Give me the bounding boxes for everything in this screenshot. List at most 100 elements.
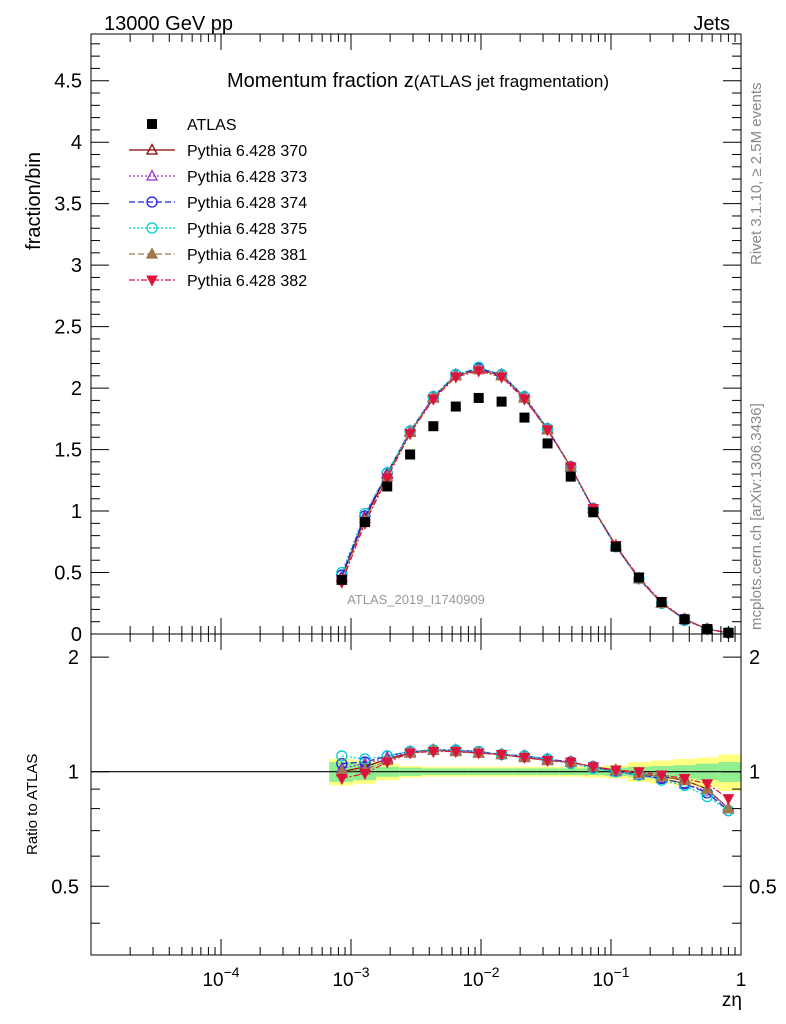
main-y-tick-label: 3 xyxy=(71,255,82,277)
ratio-series-marker xyxy=(722,794,735,806)
atlas-data-point xyxy=(336,574,347,585)
legend: ATLAS Pythia 6.428 370 Pythia 6.428 373 Pyt… xyxy=(129,117,307,290)
axes-frames: 10−4 10−3 10−2 10−1 1 0 0.5 1 1.5 2 2.5 3 3.5 4 4.5 0.5… xyxy=(51,33,777,991)
legend-marker xyxy=(145,169,159,181)
main-y-tick-label: 2 xyxy=(71,378,82,400)
atlas-data-point xyxy=(428,421,439,432)
ratio-series-marker xyxy=(541,756,554,768)
legend-label: Pythia 6.428 382 xyxy=(187,273,307,290)
legend-label: Pythia 6.428 381 xyxy=(187,247,307,264)
legend-label: Pythia 6.428 370 xyxy=(187,143,307,160)
main-y-tick-label: 0 xyxy=(71,624,82,646)
ratio-y-tick-label: 0.5 xyxy=(51,876,79,898)
main-series-marker xyxy=(449,372,462,384)
atlas-data-point xyxy=(359,517,370,528)
chart-title-sub: (ATLAS jet fragmentation) xyxy=(414,72,609,91)
atlas-data-point xyxy=(450,401,461,412)
main-series-marker xyxy=(541,425,554,437)
ratio-series-marker xyxy=(722,801,735,814)
atlas-data-point xyxy=(633,572,644,583)
ratio-series-marker xyxy=(381,757,394,769)
x-tick-label: 1 xyxy=(736,970,747,991)
ratio-series-marker xyxy=(359,768,371,780)
ratio-series-marker xyxy=(587,762,600,774)
ratio-y-tick-label-right: 2 xyxy=(749,647,760,669)
legend-label: Pythia 6.428 374 xyxy=(187,195,307,212)
legend-label: Pythia 6.428 375 xyxy=(187,221,307,238)
atlas-data-point xyxy=(679,614,690,625)
legend-marker xyxy=(145,143,159,155)
x-tick-label: 10−3 xyxy=(332,964,369,991)
source-label: mcplots.cern.ch [arXiv:1306.3436] xyxy=(748,403,765,630)
ratio-series-marker xyxy=(427,746,440,759)
atlas-data-point xyxy=(702,624,713,635)
ratio-y-tick-label: 1 xyxy=(68,762,79,784)
ratio-y-axis-title: Ratio to ATLAS xyxy=(24,754,41,855)
legend-label-atlas: ATLAS xyxy=(187,117,237,134)
ratio-series-marker xyxy=(336,750,348,762)
main-series-marker xyxy=(404,429,416,441)
ratio-series-marker xyxy=(518,752,531,765)
ratio-y-tick-label: 2 xyxy=(68,647,79,669)
ratio-series-marker xyxy=(701,779,714,791)
atlas-data-point xyxy=(656,597,667,608)
ratio-series-marker xyxy=(449,746,462,759)
atlas-data-point xyxy=(382,481,393,492)
main-series-marker xyxy=(495,372,508,384)
main-y-tick-label: 1.5 xyxy=(54,440,82,462)
main-y-tick-label: 2.5 xyxy=(54,317,82,339)
category-label: Jets xyxy=(693,13,730,35)
atlas-data-point xyxy=(565,471,576,482)
ratio-series-marker xyxy=(404,748,416,760)
main-y-tick-label: 3.5 xyxy=(54,194,82,216)
ratio-series-line xyxy=(341,750,729,800)
atlas-data-point xyxy=(496,396,507,407)
main-series-marker xyxy=(472,366,485,378)
energy-label: 13000 GeV pp xyxy=(104,13,233,35)
main-y-tick-label: 1 xyxy=(71,501,82,523)
ratio-series-marker xyxy=(633,767,645,779)
atlas-data-point xyxy=(610,541,621,552)
x-axis-title: zη xyxy=(722,990,742,1011)
main-y-axis-title: fraction/bin xyxy=(23,152,45,250)
atlas-data-point xyxy=(588,507,599,518)
main-series-marker xyxy=(518,394,531,406)
analysis-label: ATLAS_2019_I1740909 xyxy=(347,592,485,607)
ratio-y-tick-label-right: 1 xyxy=(749,762,760,784)
rivet-label: Rivet 3.1.10, ≥ 2.5M events xyxy=(748,83,765,266)
atlas-data-point xyxy=(542,438,553,449)
ratio-y-tick-label-right: 0.5 xyxy=(749,876,777,898)
legend-marker xyxy=(146,275,158,287)
x-tick-label: 10−4 xyxy=(202,964,239,991)
main-series-marker xyxy=(564,462,577,474)
x-tick-label: 10−1 xyxy=(592,964,629,991)
main-series-marker xyxy=(381,473,394,485)
legend-marker xyxy=(146,222,158,234)
legend-marker-atlas xyxy=(147,119,157,129)
legend-marker xyxy=(146,196,158,208)
main-series-line xyxy=(341,366,729,634)
ratio-series-marker xyxy=(495,749,508,762)
ratio-series-marker xyxy=(655,770,668,782)
x-tick-label: 10−2 xyxy=(462,964,499,991)
ratio-panel-frame xyxy=(90,633,742,956)
atlas-data-point xyxy=(405,449,416,460)
chart-title: Momentum fraction z(ATLAS jet fragmentat… xyxy=(227,70,609,92)
ratio-series-marker xyxy=(610,765,622,777)
ratio-series-marker xyxy=(472,748,485,760)
atlas-data-point xyxy=(519,412,530,423)
ratio-series-marker xyxy=(335,773,348,786)
ratio-series-marker xyxy=(564,757,577,769)
atlas-data-point xyxy=(473,392,484,403)
chart-title-main: Momentum fraction z xyxy=(227,70,414,92)
legend-marker xyxy=(145,247,159,259)
main-y-tick-label: 0.5 xyxy=(54,563,82,585)
main-series-marker xyxy=(427,394,440,406)
ratio-panel-series xyxy=(335,743,735,817)
legend-label: Pythia 6.428 373 xyxy=(187,169,307,186)
main-y-tick-label: 4.5 xyxy=(54,71,82,93)
main-y-tick-label: 4 xyxy=(71,132,82,154)
ratio-series-marker xyxy=(678,773,691,786)
